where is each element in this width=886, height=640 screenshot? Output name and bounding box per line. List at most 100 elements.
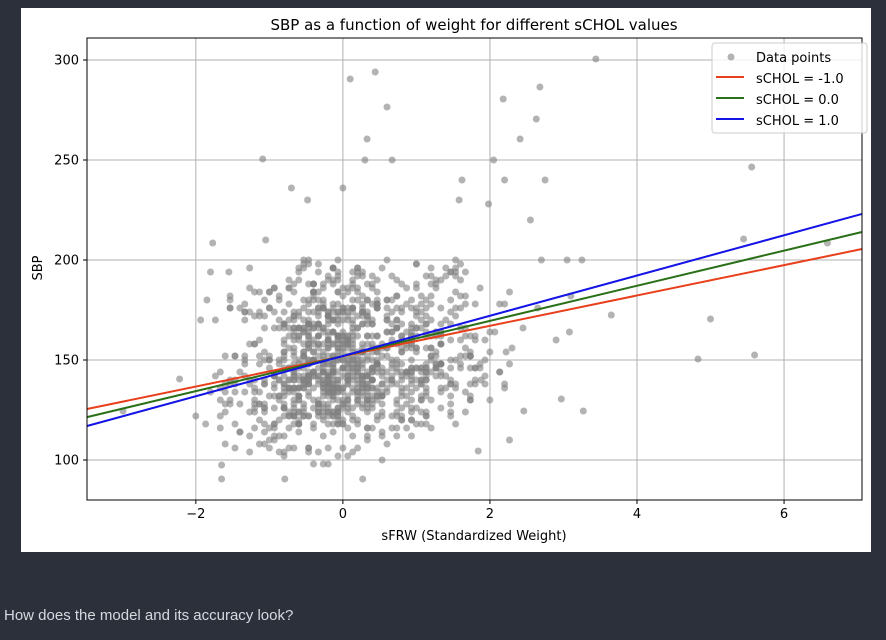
data-point	[417, 292, 425, 300]
data-point	[373, 276, 381, 284]
data-point	[393, 316, 401, 324]
data-point	[354, 444, 362, 452]
y-tick-label: 150	[54, 354, 79, 369]
data-point	[262, 236, 270, 244]
data-point	[300, 304, 308, 312]
data-point	[285, 344, 293, 352]
data-point	[324, 372, 332, 380]
data-point	[476, 364, 484, 372]
data-point	[393, 324, 401, 332]
data-point	[403, 400, 411, 408]
data-point	[427, 344, 435, 352]
data-point	[261, 380, 268, 388]
data-point	[287, 184, 295, 192]
data-point	[393, 356, 401, 364]
data-point	[344, 340, 352, 348]
data-point	[275, 392, 283, 400]
data-point	[246, 264, 254, 272]
data-point	[373, 360, 381, 368]
data-point	[339, 356, 347, 364]
data-point	[329, 328, 337, 336]
data-point	[246, 432, 254, 440]
data-point	[324, 444, 332, 452]
data-point	[314, 260, 322, 268]
y-tick-label: 250	[54, 154, 79, 169]
data-point	[388, 308, 396, 316]
data-point	[447, 392, 455, 400]
regression-line-0	[86, 248, 863, 411]
data-point	[329, 308, 337, 316]
data-point	[324, 336, 332, 344]
chart-title: SBP as a function of weight for differen…	[270, 16, 677, 34]
data-point	[408, 416, 415, 424]
data-point	[324, 276, 332, 284]
data-point	[319, 280, 327, 288]
data-point	[300, 412, 308, 420]
data-point	[349, 376, 357, 384]
data-point	[339, 184, 347, 192]
data-point	[432, 352, 440, 360]
data-point	[349, 448, 357, 456]
data-point	[565, 328, 573, 336]
regression-line-2	[86, 212, 863, 427]
data-point	[412, 364, 420, 372]
data-point	[427, 272, 435, 280]
data-point	[246, 308, 254, 316]
data-point	[295, 416, 303, 424]
data-point	[432, 284, 440, 292]
data-point	[359, 392, 366, 400]
data-point	[334, 452, 342, 460]
data-point	[319, 392, 327, 400]
data-point	[310, 288, 317, 296]
data-point	[344, 424, 352, 432]
data-point	[378, 408, 386, 416]
data-point	[275, 448, 283, 456]
data-point	[368, 424, 376, 432]
data-point	[275, 376, 283, 384]
data-point	[324, 408, 332, 416]
data-point	[349, 316, 357, 324]
data-point	[388, 364, 396, 372]
data-point	[241, 356, 249, 364]
data-point	[506, 288, 513, 296]
data-point	[388, 376, 396, 384]
data-point	[363, 424, 371, 432]
data-point	[537, 256, 545, 264]
data-point	[378, 372, 386, 380]
data-point	[270, 324, 278, 332]
data-point	[270, 308, 278, 316]
data-point	[305, 444, 313, 452]
plot-frame	[86, 37, 863, 501]
data-point	[329, 428, 337, 436]
data-point	[452, 420, 460, 428]
data-point	[417, 324, 425, 332]
data-point	[437, 340, 445, 348]
data-point	[295, 324, 303, 332]
data-point	[398, 344, 406, 352]
data-point	[412, 404, 420, 412]
data-point	[474, 447, 482, 455]
data-point	[280, 320, 288, 328]
data-point	[280, 412, 288, 420]
data-point	[427, 352, 435, 360]
data-point	[417, 376, 425, 384]
data-point	[486, 396, 494, 404]
data-point	[305, 380, 313, 388]
data-point	[466, 332, 474, 340]
data-point	[403, 300, 411, 308]
data-point	[506, 360, 513, 368]
data-point	[408, 432, 415, 440]
data-point	[354, 324, 362, 332]
data-point	[427, 396, 435, 404]
data-point	[275, 360, 283, 368]
data-point	[466, 352, 474, 360]
data-point	[359, 308, 366, 316]
data-point	[216, 368, 224, 376]
data-point	[300, 296, 308, 304]
data-point	[501, 384, 509, 392]
data-point	[383, 103, 391, 111]
data-point	[192, 412, 200, 420]
data-point	[363, 368, 371, 376]
data-point	[471, 300, 479, 308]
data-point	[442, 272, 450, 280]
